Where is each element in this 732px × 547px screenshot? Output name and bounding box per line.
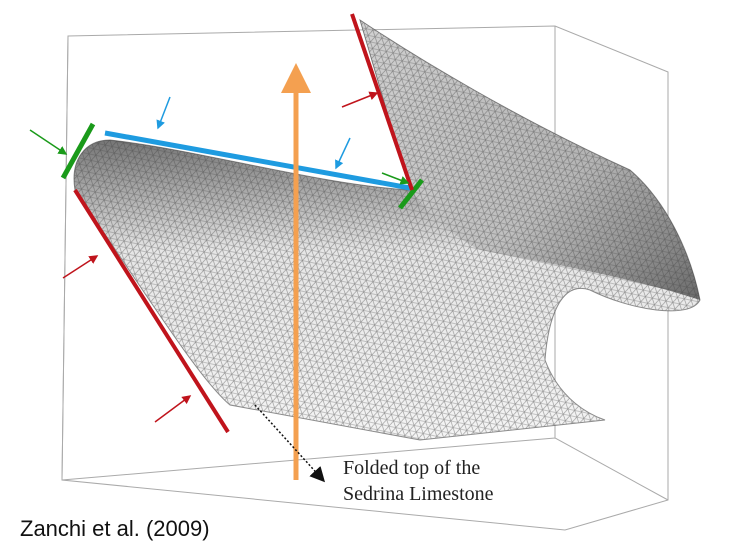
annotation-line: Sedrina Limestone (343, 483, 494, 505)
citation: Zanchi et al. (2009) (20, 516, 210, 541)
figure: Folded top of the Sedrina Limestone Zanc… (0, 0, 732, 547)
folded-surface (74, 20, 700, 440)
annotation-line: Folded top of the (343, 457, 480, 479)
